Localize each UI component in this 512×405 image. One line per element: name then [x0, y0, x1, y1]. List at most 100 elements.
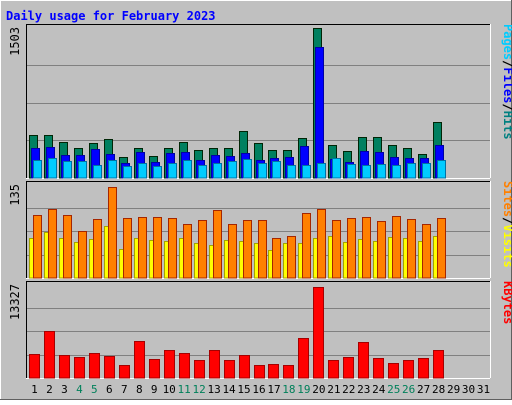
- bar-sites-21: [332, 220, 341, 279]
- bar-kbytes-7: [119, 365, 130, 379]
- bar-sites-26: [407, 219, 416, 279]
- x-tick-label-5: 5: [91, 383, 98, 396]
- bar-pages-9: [153, 166, 162, 179]
- bar-kbytes-1: [29, 354, 40, 379]
- bar-kbytes-14: [224, 360, 235, 379]
- legend: Pages/Files/Hits: [501, 24, 512, 140]
- bar-sites-28: [437, 218, 446, 279]
- bar-pages-8: [138, 163, 147, 179]
- x-tick-label-14: 14: [222, 383, 236, 396]
- x-tick-label-11: 11: [178, 383, 191, 396]
- bar-sites-23: [362, 217, 371, 279]
- bar-kbytes-26: [403, 360, 414, 379]
- bar-pages-21: [332, 158, 341, 179]
- bar-kbytes-18: [283, 365, 294, 379]
- bar-sites-5: [93, 219, 102, 279]
- bar-kbytes-21: [328, 360, 339, 379]
- legend-entry: /: [501, 60, 512, 67]
- bar-kbytes-6: [104, 356, 115, 379]
- bar-sites-3: [63, 215, 72, 279]
- bar-pages-6: [108, 160, 117, 179]
- bar-pages-28: [437, 160, 446, 179]
- bar-kbytes-16: [254, 365, 265, 379]
- bar-sites-11: [183, 224, 192, 279]
- series-sites: [33, 187, 446, 279]
- bar-kbytes-8: [134, 341, 145, 379]
- x-tick-label-27: 27: [417, 383, 430, 396]
- x-axis-labels: 1 2 3 4 5 6 7 8 9 10 11 12 13 14 15 16 17 18 19 20 21 22 23 24 2…: [31, 383, 490, 396]
- bar-pages-10: [168, 163, 177, 179]
- series-kbytes: [29, 287, 444, 379]
- series-pages: [33, 158, 446, 179]
- x-tick-label-10: 10: [163, 383, 176, 396]
- bar-kbytes-9: [149, 359, 160, 379]
- legend-entry: Sites: [501, 181, 512, 217]
- bar-sites-10: [168, 218, 177, 279]
- x-tick-label-30: 30: [462, 383, 475, 396]
- bar-kbytes-24: [373, 358, 384, 379]
- bar-kbytes-28: [433, 350, 444, 379]
- bar-kbytes-20: [313, 287, 324, 379]
- x-tick-label-9: 9: [151, 383, 158, 396]
- bar-sites-18: [287, 236, 296, 279]
- bar-sites-22: [347, 218, 356, 279]
- panel-visits-sites: 135 Sites/Visits: [8, 181, 512, 279]
- chart-panels: 1503Pages/Files/Hits135Sites/Visits13327…: [8, 24, 512, 379]
- bar-pages-7: [123, 166, 132, 179]
- bar-kbytes-5: [89, 353, 100, 379]
- x-tick-label-8: 8: [136, 383, 143, 396]
- bar-pages-12: [198, 165, 207, 179]
- bar-pages-20: [317, 163, 326, 179]
- bar-kbytes-2: [44, 331, 55, 379]
- bar-sites-4: [78, 231, 87, 279]
- x-tick-label-6: 6: [106, 383, 113, 396]
- bar-kbytes-27: [418, 358, 429, 379]
- x-tick-label-15: 15: [237, 383, 250, 396]
- bar-sites-25: [392, 216, 401, 279]
- bar-kbytes-15: [239, 355, 250, 379]
- x-tick-label-2: 2: [46, 383, 53, 396]
- x-tick-label-29: 29: [447, 383, 460, 396]
- bar-pages-18: [287, 165, 296, 179]
- legend-entry: Visits: [501, 224, 512, 267]
- x-tick-label-18: 18: [282, 383, 295, 396]
- x-tick-label-21: 21: [327, 383, 340, 396]
- bar-pages-11: [183, 160, 192, 179]
- bar-files-20: [315, 47, 324, 179]
- x-tick-label-3: 3: [61, 383, 68, 396]
- bar-sites-7: [123, 218, 132, 279]
- bar-sites-17: [272, 238, 281, 279]
- x-tick-label-22: 22: [342, 383, 355, 396]
- bar-kbytes-12: [194, 360, 205, 379]
- legend-entry: /: [501, 217, 512, 224]
- x-tick-label-12: 12: [193, 383, 206, 396]
- legend-entry: Files: [501, 67, 512, 103]
- bar-sites-15: [243, 220, 252, 279]
- bar-sites-14: [228, 224, 237, 279]
- bar-sites-2: [48, 209, 57, 279]
- legend-entry: Pages: [501, 24, 512, 60]
- bar-pages-23: [362, 165, 371, 179]
- bar-pages-3: [63, 161, 72, 179]
- chart-title: Daily usage for February 2023: [6, 9, 216, 23]
- bar-kbytes-23: [358, 342, 369, 379]
- bar-pages-13: [213, 163, 222, 179]
- x-tick-label-19: 19: [297, 383, 310, 396]
- bar-pages-25: [392, 165, 401, 179]
- bar-pages-5: [93, 165, 102, 179]
- bar-pages-1: [33, 160, 42, 179]
- x-tick-label-1: 1: [31, 383, 38, 396]
- bar-kbytes-10: [164, 350, 175, 379]
- bar-pages-16: [258, 163, 267, 179]
- bar-pages-19: [302, 165, 311, 179]
- x-tick-label-4: 4: [76, 383, 83, 396]
- legend: Sites/Visits: [501, 181, 512, 268]
- x-tick-label-24: 24: [372, 383, 386, 396]
- bar-kbytes-13: [209, 350, 220, 379]
- bar-pages-17: [272, 161, 281, 179]
- bar-kbytes-22: [343, 357, 354, 379]
- bar-sites-12: [198, 220, 207, 279]
- legend-entry: Hits: [501, 111, 512, 140]
- bar-pages-15: [243, 159, 252, 179]
